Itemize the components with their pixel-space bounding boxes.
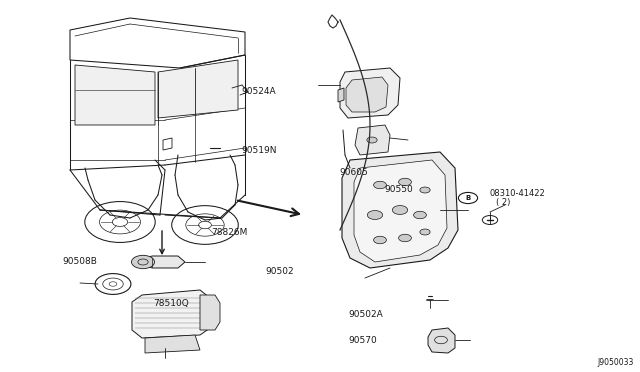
Polygon shape	[200, 295, 220, 330]
Polygon shape	[158, 60, 238, 118]
Circle shape	[131, 255, 154, 269]
Text: 90570: 90570	[349, 336, 378, 345]
Text: 08310-41422: 08310-41422	[490, 189, 545, 198]
Circle shape	[399, 234, 412, 242]
Polygon shape	[355, 125, 390, 155]
Text: 90502A: 90502A	[349, 310, 383, 319]
Polygon shape	[75, 65, 155, 125]
Text: 90524A: 90524A	[242, 87, 276, 96]
Text: ( 2): ( 2)	[496, 198, 510, 207]
Circle shape	[420, 187, 430, 193]
Circle shape	[374, 181, 387, 189]
Text: J9050033: J9050033	[597, 358, 634, 367]
Polygon shape	[428, 328, 455, 353]
Circle shape	[413, 211, 426, 219]
Text: 90519N: 90519N	[241, 146, 276, 155]
Text: 78510Q: 78510Q	[154, 299, 189, 308]
Text: 78826M: 78826M	[211, 228, 248, 237]
Circle shape	[420, 229, 430, 235]
Circle shape	[374, 236, 387, 244]
Polygon shape	[340, 68, 400, 118]
Circle shape	[392, 206, 408, 215]
Circle shape	[367, 137, 377, 143]
Polygon shape	[132, 290, 210, 338]
Polygon shape	[354, 160, 447, 262]
Text: 90502: 90502	[266, 267, 294, 276]
Polygon shape	[138, 256, 185, 268]
Text: 90508B: 90508B	[63, 257, 97, 266]
Polygon shape	[346, 77, 388, 112]
Circle shape	[458, 192, 477, 203]
Polygon shape	[338, 88, 344, 102]
Text: 90550: 90550	[384, 185, 413, 194]
Polygon shape	[145, 335, 200, 353]
Text: B: B	[465, 195, 470, 201]
Circle shape	[367, 211, 383, 219]
Text: 90605: 90605	[339, 169, 368, 177]
Polygon shape	[342, 152, 458, 268]
Circle shape	[399, 178, 412, 186]
